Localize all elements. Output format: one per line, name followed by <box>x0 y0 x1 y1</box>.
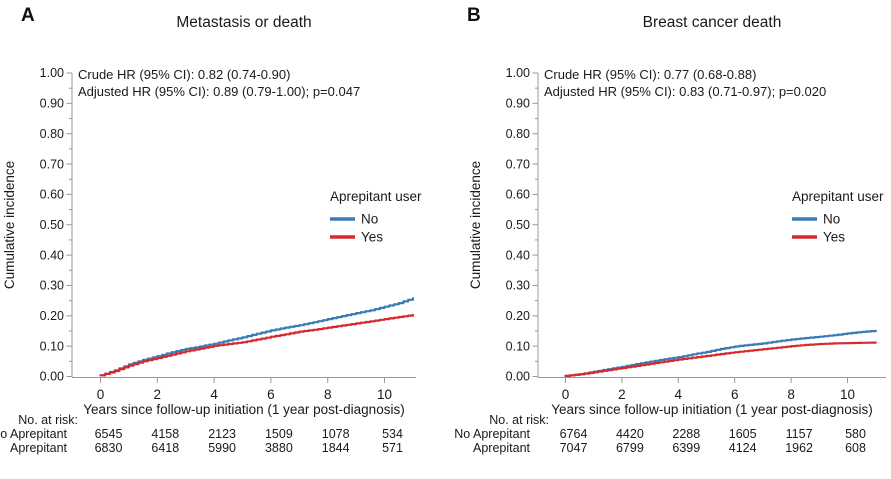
panel-b-letter: B <box>467 5 482 26</box>
curve-yes <box>564 341 877 377</box>
legend-label-yes: Yes <box>823 230 845 245</box>
y-tick-label: 0.70 <box>40 157 64 171</box>
y-tick-label: 0.20 <box>506 309 530 323</box>
at-risk-value: 6399 <box>672 441 700 455</box>
y-tick-label: 0.30 <box>40 279 64 293</box>
at-risk-value: 4158 <box>151 427 179 441</box>
x-tick-label: 10 <box>840 387 855 402</box>
x-tick-label: 2 <box>154 387 162 402</box>
x-axis-title: Years since follow-up initiation (1 year… <box>551 402 872 417</box>
y-tick-label: 0.10 <box>506 339 530 353</box>
y-tick-label: 0.60 <box>40 188 64 202</box>
legend-label-no: No <box>361 212 378 227</box>
y-tick-label: 0.40 <box>506 248 530 262</box>
at-risk-row-label: No Aprepitant <box>454 427 530 441</box>
y-tick-label: 0.90 <box>40 97 64 111</box>
x-tick-label: 4 <box>210 387 218 402</box>
at-risk-value: 534 <box>382 427 403 441</box>
x-tick-label: 0 <box>97 387 105 402</box>
curve-no <box>99 297 414 377</box>
x-tick-label: 8 <box>787 387 795 402</box>
at-risk-value: 608 <box>845 441 866 455</box>
legend-title: Aprepitant user <box>330 189 422 204</box>
y-tick-label: 0.30 <box>506 279 530 293</box>
y-tick-label: 0.50 <box>40 218 64 232</box>
y-tick-label: 0.00 <box>40 370 64 384</box>
y-tick-label: 0.60 <box>506 188 530 202</box>
y-tick-label: 1.00 <box>40 66 64 80</box>
at-risk-value: 571 <box>382 441 403 455</box>
curve-yes <box>99 313 414 377</box>
hr-annotation-line: Adjusted HR (95% CI): 0.89 (0.79-1.00); … <box>78 84 360 99</box>
at-risk-header: No. at risk: <box>489 413 549 427</box>
at-risk-value: 6764 <box>560 427 588 441</box>
y-axis-title: Cumulative incidence <box>2 161 17 289</box>
y-tick-label: 1.00 <box>506 66 530 80</box>
at-risk-value: 1962 <box>785 441 813 455</box>
x-tick-label: 8 <box>324 387 332 402</box>
legend-label-yes: Yes <box>361 230 383 245</box>
panel-b: B Breast cancer death 0.00 0.10 0.20 0.30 0.… <box>446 0 891 479</box>
x-axis-title: Years since follow-up initiation (1 year… <box>83 402 404 417</box>
at-risk-value: 1844 <box>322 441 350 455</box>
x-tick-label: 6 <box>267 387 275 402</box>
y-tick-label: 0.70 <box>506 157 530 171</box>
panel-a-chart: 0.00 0.10 0.20 0.30 0.40 0.50 0.60 0.70 0.80 0.90… <box>0 66 422 455</box>
at-risk-value: 580 <box>845 427 866 441</box>
panel-a-letter: A <box>21 5 36 26</box>
hr-annotation-line: Crude HR (95% CI): 0.82 (0.74-0.90) <box>78 67 290 82</box>
hr-annotation-line: Adjusted HR (95% CI): 0.83 (0.71-0.97); … <box>544 84 826 99</box>
x-tick-label: 6 <box>731 387 739 402</box>
legend-title: Aprepitant user <box>792 189 884 204</box>
x-tick-label: 0 <box>562 387 570 402</box>
at-risk-value: 4124 <box>729 441 757 455</box>
x-tick-label: 4 <box>675 387 683 402</box>
at-risk-row-label: No Aprepitant <box>0 427 68 441</box>
at-risk-row-label: Aprepitant <box>473 441 531 455</box>
at-risk-value: 6545 <box>95 427 123 441</box>
y-tick-label: 0.50 <box>506 218 530 232</box>
y-tick-label: 0.80 <box>506 127 530 141</box>
hr-annotation-line: Crude HR (95% CI): 0.77 (0.68-0.88) <box>544 67 756 82</box>
y-tick-label: 0.00 <box>506 370 530 384</box>
at-risk-value: 7047 <box>560 441 588 455</box>
at-risk-value: 1509 <box>265 427 293 441</box>
panel-b-chart: 0.00 0.10 0.20 0.30 0.40 0.50 0.60 0.70 0.80 0.90… <box>454 66 886 455</box>
at-risk-value: 6830 <box>95 441 123 455</box>
y-tick-label: 0.80 <box>40 127 64 141</box>
at-risk-value: 2288 <box>672 427 700 441</box>
at-risk-value: 2123 <box>208 427 236 441</box>
panel-b-title: Breast cancer death <box>642 14 782 31</box>
at-risk-value: 4420 <box>616 427 644 441</box>
at-risk-value: 6799 <box>616 441 644 455</box>
at-risk-row-label: Aprepitant <box>10 441 68 455</box>
at-risk-value: 1605 <box>729 427 757 441</box>
panel-a-title: Metastasis or death <box>176 14 312 31</box>
at-risk-value: 3880 <box>265 441 293 455</box>
panel-a: A Metastasis or death 0.00 0.10 0.20 0.30 0.… <box>0 5 422 455</box>
y-tick-label: 0.40 <box>40 248 64 262</box>
x-tick-label: 2 <box>618 387 626 402</box>
y-tick-label: 0.90 <box>506 97 530 111</box>
at-risk-value: 6418 <box>151 441 179 455</box>
at-risk-header: No. at risk: <box>18 413 78 427</box>
y-tick-label: 0.20 <box>40 309 64 323</box>
at-risk-value: 1078 <box>322 427 350 441</box>
y-tick-label: 0.10 <box>40 339 64 353</box>
y-axis-title: Cumulative incidence <box>468 161 483 289</box>
x-tick-label: 10 <box>377 387 392 402</box>
legend-label-no: No <box>823 212 840 227</box>
at-risk-value: 5990 <box>208 441 236 455</box>
at-risk-value: 1157 <box>786 427 813 441</box>
